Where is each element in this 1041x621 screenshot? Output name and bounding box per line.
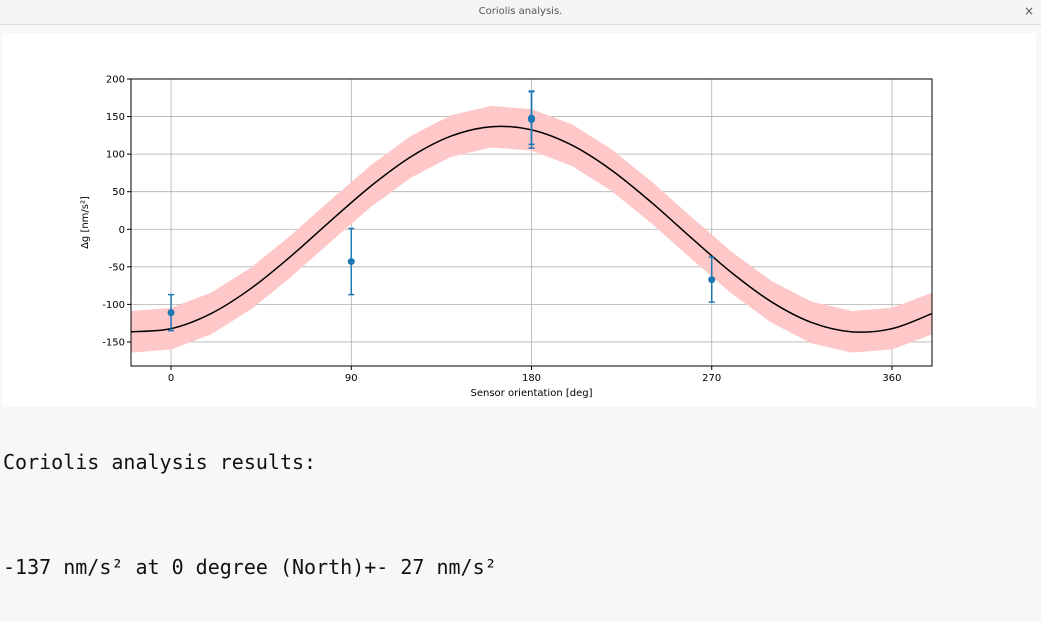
data-point (528, 116, 535, 124)
data-point (708, 276, 716, 284)
y-tick-label: 100 (106, 150, 125, 161)
y-tick-label: 150 (106, 112, 125, 123)
y-axis-label: Δg [nm/s²] (80, 196, 91, 249)
x-tick-label: 270 (702, 373, 721, 384)
y-tick-label: -100 (102, 300, 125, 311)
y-tick-label: 50 (112, 187, 125, 198)
y-tick-label: 200 (106, 75, 125, 86)
y-tick-label: -150 (102, 337, 125, 348)
x-tick-label: 360 (882, 373, 901, 384)
results-line: -137 nm/s² at 0 degree (North)+- 27 nm/s… (3, 555, 497, 579)
fit-band (131, 105, 932, 353)
x-tick-label: 0 (168, 373, 174, 384)
y-tick-label: 0 (119, 225, 125, 236)
results-heading: Coriolis analysis results: (3, 450, 317, 474)
plot-panel (2, 33, 1036, 407)
window-title: Coriolis analysis. (478, 6, 563, 17)
x-tick-label: 90 (345, 373, 358, 384)
x-tick-label: 180 (522, 373, 541, 384)
x-axis-label: Sensor orientation [deg] (471, 388, 593, 399)
chart: -150 -100 -50 0 50 100 150 200 0 90 180 270 360 Senso… (2, 33, 1036, 407)
title-bar: Coriolis analysis. × (0, 0, 1041, 25)
y-tick-label: -50 (109, 262, 125, 273)
plot-frame (130, 78, 933, 367)
data-point (347, 258, 355, 266)
data-point (167, 309, 175, 317)
close-button[interactable]: × (1023, 4, 1034, 18)
